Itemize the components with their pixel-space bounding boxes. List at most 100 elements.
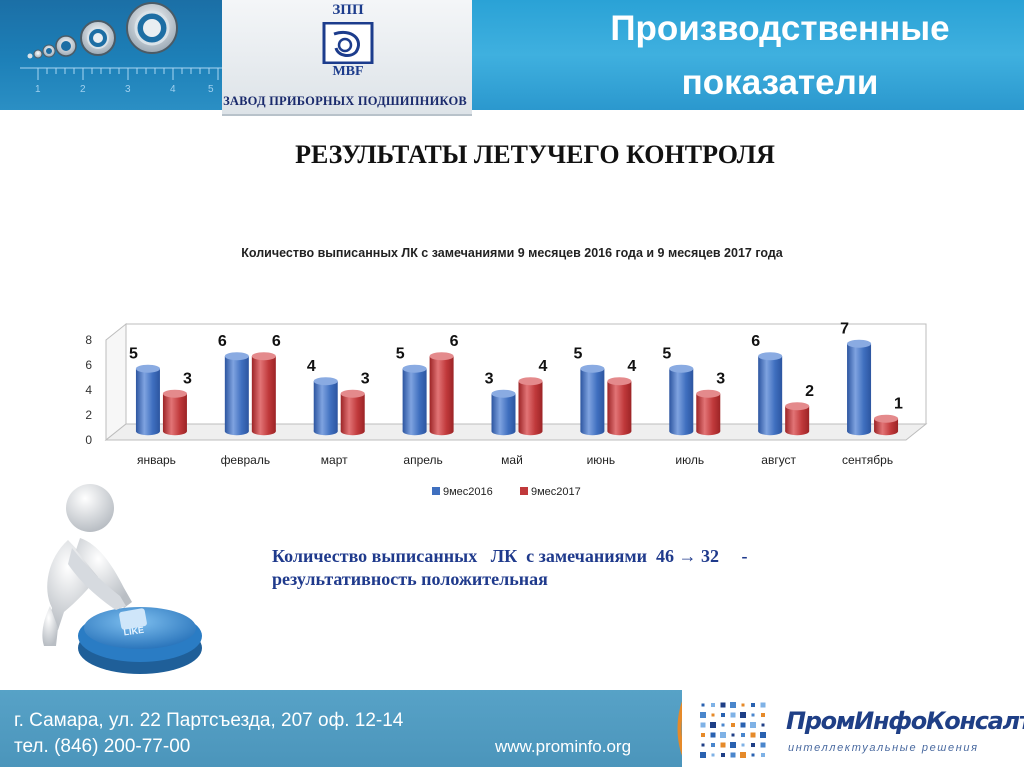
bar-top: [518, 377, 543, 386]
brand-dot: [751, 753, 755, 757]
bar-bottom: [224, 427, 249, 436]
ruler-number: 5: [208, 84, 214, 95]
bar-top: [313, 377, 338, 386]
brand-dot: [740, 752, 746, 758]
y-tick-label: 0: [85, 433, 92, 447]
data-label: 4: [539, 358, 548, 375]
bar: [580, 364, 605, 436]
title-banner: [472, 0, 1024, 110]
brand-dot: [741, 743, 745, 747]
bar: [402, 364, 427, 436]
company-logo-icon: [322, 22, 374, 64]
bar-bottom: [669, 427, 694, 436]
bar-top: [874, 414, 899, 423]
company-name: ЗАВОД ПРИБОРНЫХ ПОДШИПНИКОВ: [223, 94, 467, 108]
bar-top: [340, 389, 365, 398]
brand-dot: [711, 703, 715, 707]
bar-top: [758, 352, 783, 361]
bar-bottom: [785, 427, 810, 436]
data-label: 1: [894, 396, 903, 413]
brand-dot: [751, 703, 755, 707]
footer-contacts: г. Самара, ул. 22 Партсъезда, 207 оф. 12…: [14, 708, 403, 760]
ruler-number: 4: [170, 84, 176, 95]
brand-dot: [760, 702, 766, 708]
bar-top: [847, 339, 872, 348]
bar-top: [251, 352, 276, 361]
bar: [785, 402, 810, 436]
bar-top: [162, 389, 187, 398]
chart-legend: 9мес2016 9мес2017: [432, 486, 581, 498]
bar-body: [580, 368, 605, 432]
bar-top: [135, 364, 160, 373]
bar-chart: 0 2 4 6 8 5 3 6 6 4 3 5 6 3 4 5 4 5 3 6 2 7 1 январь февраль ма…: [85, 321, 928, 498]
brand-dot: [730, 712, 736, 718]
brand-dot: [720, 742, 726, 748]
brand-name: ПромИнфоКонсалт: [786, 707, 1024, 735]
bar-bottom: [580, 427, 605, 436]
brand-dot: [701, 703, 705, 707]
legend-swatch: [520, 487, 528, 495]
data-label: 6: [450, 333, 459, 350]
bearings-image: [20, 2, 222, 80]
bar-top: [669, 364, 694, 373]
data-label: 5: [573, 346, 582, 363]
bar-bottom: [696, 427, 721, 436]
bar: [669, 364, 694, 436]
chart-side-wall: [105, 322, 127, 442]
bar-body: [491, 393, 516, 432]
ruler-number: 1: [35, 84, 41, 95]
brand-dot: [710, 732, 716, 738]
brand-dot: [751, 743, 755, 747]
x-category-label: сентябрь: [842, 453, 893, 467]
data-label: 3: [361, 371, 370, 388]
bar-top: [224, 352, 249, 361]
data-label: 3: [485, 371, 494, 388]
bar-body: [518, 381, 543, 432]
footer-address: г. Самара, ул. 22 Партсъезда, 207 оф. 12…: [14, 710, 404, 731]
bar: [607, 377, 632, 436]
brand-dot: [731, 723, 735, 727]
bar: [696, 389, 721, 436]
data-label: 3: [183, 371, 192, 388]
ruler-number: 2: [80, 84, 86, 95]
brand-dot: [711, 753, 715, 757]
brand-dot: [721, 723, 725, 727]
brand-dot: [740, 722, 746, 728]
bar-body: [402, 368, 427, 432]
bar-top: [607, 377, 632, 386]
legend-entry: 9мес2017: [531, 486, 581, 498]
x-category-label: февраль: [221, 453, 271, 467]
bar-bottom: [340, 427, 365, 436]
bar: [491, 389, 516, 436]
bar-bottom: [874, 427, 899, 436]
x-category-label: июль: [675, 453, 704, 467]
header: 1 2 3 4 5 ЗПП MBF ЗАВОД ПРИБОРНЫХ ПОДШИП…: [0, 0, 1024, 116]
brand-dot: [700, 712, 706, 718]
bar-body: [429, 356, 454, 432]
brand-dot: [731, 733, 735, 737]
brand-tagline: интеллектуальные решения: [788, 742, 979, 754]
x-category-label: май: [501, 453, 523, 467]
bar-body: [313, 381, 338, 432]
bar: [162, 389, 187, 436]
bar-body: [607, 381, 632, 432]
brand-dot: [741, 703, 745, 707]
bar-body: [224, 356, 249, 432]
brand-dot: [710, 722, 716, 728]
x-category-label: январь: [137, 453, 176, 467]
bar-body: [162, 393, 187, 432]
bar-body: [251, 356, 276, 432]
bar-body: [135, 368, 160, 432]
bar-top: [402, 364, 427, 373]
data-label: 2: [805, 383, 814, 400]
chart-floor: [104, 423, 928, 441]
data-label: 6: [751, 333, 760, 350]
data-label: 7: [840, 321, 849, 338]
bar-top: [580, 364, 605, 373]
brand-dot: [721, 713, 725, 717]
bar-bottom: [251, 427, 276, 436]
footer-website-link[interactable]: www.prominfo.org: [495, 737, 632, 756]
x-axis: январь февраль март апрель май июнь июль август…: [137, 453, 893, 467]
bar-bottom: [429, 427, 454, 436]
brand-panel: [682, 690, 1024, 767]
